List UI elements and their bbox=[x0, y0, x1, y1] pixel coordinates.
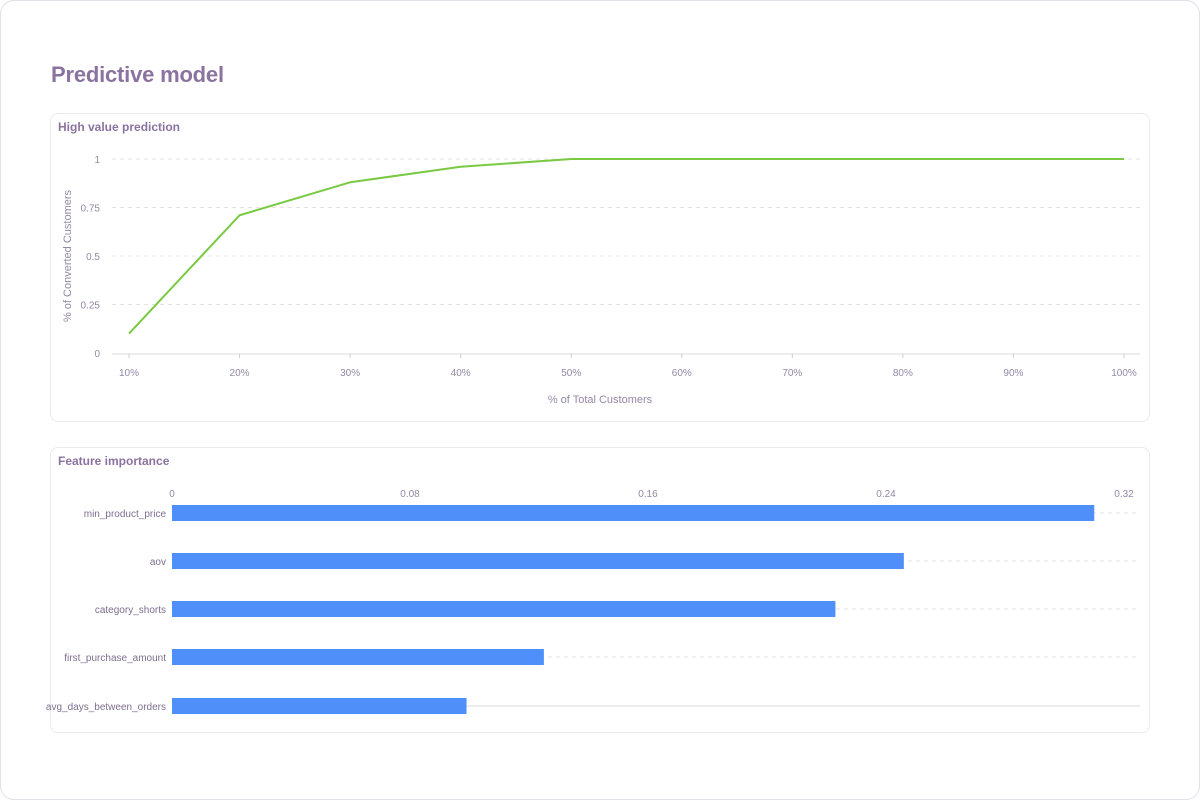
feature-importance-card: Feature importance bbox=[50, 447, 1150, 733]
feature-bar[interactable] bbox=[172, 505, 1095, 521]
feature-label: min_product_price bbox=[84, 509, 167, 520]
x-tick-label: 0.32 bbox=[1114, 489, 1134, 500]
card-title: High value prediction bbox=[58, 120, 181, 134]
feature-label: aov bbox=[150, 557, 166, 568]
x-tick-label: 20% bbox=[230, 368, 250, 379]
x-tick-label: 70% bbox=[782, 368, 802, 379]
conversion-line bbox=[128, 158, 1124, 335]
card-title: Feature importance bbox=[58, 454, 170, 468]
x-tick-label: 80% bbox=[893, 368, 913, 379]
x-tick-label: 0.16 bbox=[638, 489, 658, 500]
x-tick-label: 0 bbox=[169, 489, 175, 500]
page-title: Predictive model bbox=[51, 62, 224, 87]
x-tick-label: 0.08 bbox=[400, 489, 420, 500]
x-tick-label: 40% bbox=[451, 368, 471, 379]
x-tick-label: 10% bbox=[119, 368, 139, 379]
y-tick-label: 0.5 bbox=[86, 252, 100, 263]
y-tick-label: 1 bbox=[94, 155, 100, 166]
feature-label: avg_days_between_orders bbox=[46, 702, 166, 713]
feature-bar[interactable] bbox=[172, 601, 836, 617]
x-tick-label: 100% bbox=[1111, 368, 1137, 379]
high-value-line-chart: 0 0.25 0.5 0.75 1 10% 20% 30% 40% 50% 60% 70% 80% 90%… bbox=[62, 155, 1140, 406]
x-tick-label: 50% bbox=[561, 368, 581, 379]
feature-label: first_purchase_amount bbox=[64, 653, 166, 664]
feature-bar[interactable] bbox=[172, 698, 467, 714]
x-axis-label: % of Total Customers bbox=[548, 394, 653, 406]
y-axis-label: % of Converted Customers bbox=[62, 189, 74, 322]
y-tick-label: 0.25 bbox=[81, 301, 101, 312]
y-tick-label: 0.75 bbox=[81, 204, 101, 215]
x-tick-label: 90% bbox=[1003, 368, 1023, 379]
feature-label: category_shorts bbox=[95, 605, 166, 616]
high-value-prediction-card: High value prediction bbox=[50, 113, 1150, 422]
x-tick-label: 30% bbox=[340, 368, 360, 379]
x-tick-label: 0.24 bbox=[876, 489, 896, 500]
feature-bar[interactable] bbox=[172, 649, 544, 665]
feature-bar[interactable] bbox=[172, 553, 904, 569]
y-tick-label: 0 bbox=[94, 349, 100, 360]
x-tick-label: 60% bbox=[672, 368, 692, 379]
